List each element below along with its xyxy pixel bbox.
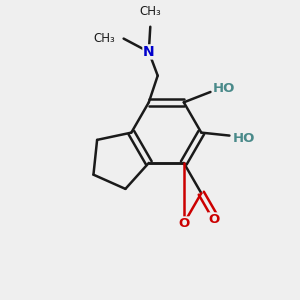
Text: CH₃: CH₃ [93, 32, 115, 45]
Text: HO: HO [213, 82, 235, 95]
Text: O: O [208, 213, 220, 226]
Text: CH₃: CH₃ [140, 5, 161, 18]
Text: O: O [178, 217, 189, 230]
Text: HO: HO [233, 132, 255, 145]
Text: N: N [143, 45, 154, 59]
